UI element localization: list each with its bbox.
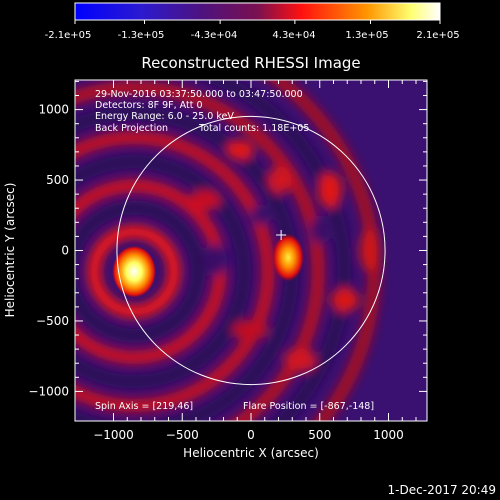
colorbar-tick-2: -4.3e+04 bbox=[191, 30, 238, 41]
ring-3 bbox=[75, 155, 251, 389]
interference-blob-8 bbox=[203, 244, 227, 276]
interference-blob-9 bbox=[310, 216, 330, 244]
y-tick-label: −1000 bbox=[28, 384, 69, 398]
y-tick-label: 0 bbox=[61, 244, 69, 258]
annotation-time-range: 29-Nov-2016 03:37:50.000 to 03:47:50.000 bbox=[95, 89, 303, 100]
x-tick-label: 0 bbox=[247, 428, 255, 442]
flare-source-main bbox=[112, 245, 157, 298]
axis-ticks bbox=[75, 80, 427, 421]
interference-blob-0 bbox=[226, 140, 254, 160]
annotation-detectors: Detectors: 8F 9F, Att 0 bbox=[95, 100, 203, 111]
interference-blob-1 bbox=[268, 166, 292, 194]
solar-limb-circle bbox=[116, 115, 386, 386]
spin-axis-crosshair bbox=[276, 230, 287, 240]
y-tick-label: 500 bbox=[46, 173, 69, 187]
flare-sources bbox=[112, 233, 305, 298]
interference-blob-7 bbox=[284, 348, 316, 372]
x-tick-label: −1000 bbox=[93, 428, 134, 442]
footer-date: 1-Dec-2017 20:49 bbox=[388, 483, 496, 497]
annotation-total-counts: Total counts: 1.18E+05 bbox=[198, 123, 309, 134]
y-tick-label: 1000 bbox=[38, 103, 69, 117]
chart-title: Reconstructed RHESSI Image bbox=[141, 54, 360, 72]
ring-6 bbox=[75, 81, 325, 421]
colorbar-tick-0: -2.1e+05 bbox=[45, 30, 92, 41]
interference-blob-6 bbox=[232, 320, 268, 340]
ring-7 bbox=[202, 80, 351, 421]
x-axis-label: Heliocentric X (arcsec) bbox=[183, 446, 319, 460]
y-axis-label: Heliocentric Y (arcsec) bbox=[3, 183, 17, 318]
ring-8 bbox=[267, 80, 381, 421]
ring-4 bbox=[75, 131, 275, 413]
y-tick-label: −500 bbox=[36, 314, 69, 328]
colorbar-ticks bbox=[74, 20, 441, 24]
colorbar-tick-3: 4.3e+04 bbox=[272, 30, 315, 41]
colorbar-tick-5: 2.1e+05 bbox=[416, 30, 459, 41]
ring-0 bbox=[87, 225, 181, 319]
colorbar-tick-1: -1.3e+05 bbox=[118, 30, 165, 41]
ring-1 bbox=[75, 201, 205, 343]
interference-blob-5 bbox=[331, 288, 359, 312]
colorbar bbox=[74, 2, 441, 21]
interference-blob-2 bbox=[189, 190, 221, 210]
interference-blob-10 bbox=[250, 205, 270, 225]
colorbar-tick-4: 1.3e+05 bbox=[345, 30, 388, 41]
annotation-spin-axis: Spin Axis = [219,46] bbox=[95, 401, 193, 412]
flare-source-secondary bbox=[272, 233, 305, 282]
interference-blob-4 bbox=[360, 228, 380, 272]
x-tick-label: 500 bbox=[308, 428, 331, 442]
x-tick-label: 1000 bbox=[373, 428, 404, 442]
interference-blob-3 bbox=[318, 172, 342, 208]
annotation-method: Back Projection bbox=[95, 123, 168, 134]
annotation-flare-position: Flare Position = [-867,-148] bbox=[243, 401, 374, 412]
annotation-energy-range: Energy Range: 6.0 - 25.0 keV bbox=[95, 111, 234, 122]
x-tick-label: −500 bbox=[166, 428, 199, 442]
